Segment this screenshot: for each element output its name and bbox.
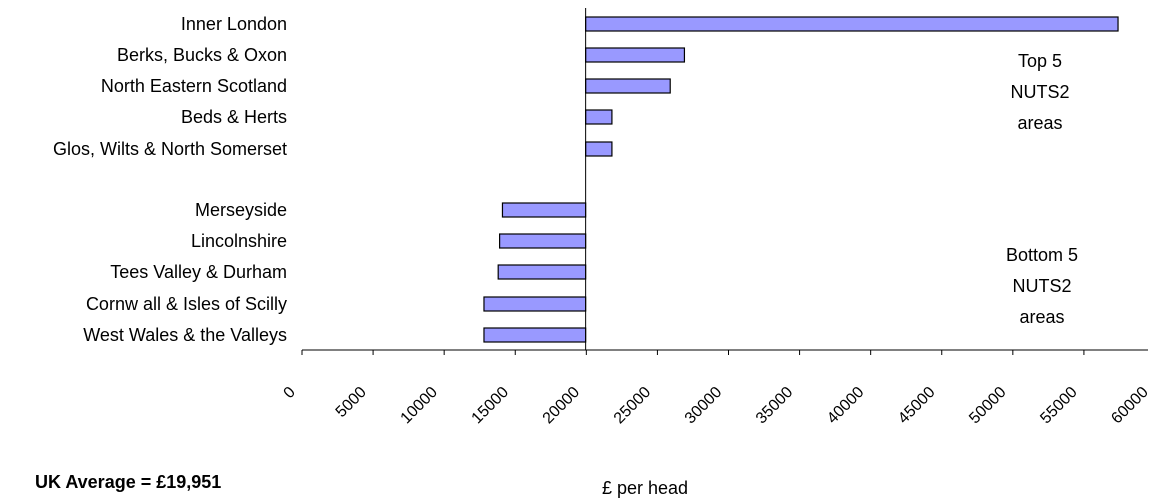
x-tick-label-3: 15000 [469,384,513,428]
bar-4 [585,141,613,157]
bar-7 [497,264,587,280]
category-label-4: Glos, Wilts & North Somerset [53,139,287,159]
category-label-5: Merseyside [195,200,287,220]
x-tick-label-9: 45000 [895,384,939,428]
bar-1 [585,47,686,63]
x-tick-label-11: 55000 [1037,384,1081,428]
x-tick-label-4: 20000 [540,384,584,428]
bars-group [483,16,1119,343]
bottom-group-line-1: Bottom 5 [1006,245,1078,265]
x-tick-label-1: 5000 [333,384,370,421]
top-group-line-2: NUTS2 [1010,82,1069,102]
top-group-line-3: areas [1017,113,1062,133]
bar-2 [585,78,671,94]
x-ticks: 0 5000 10000 15000 20000 25000 30000 35000 40000… [281,350,1150,427]
x-tick-label-10: 50000 [966,384,1010,428]
x-tick-label-7: 35000 [753,384,797,428]
category-label-2: North Eastern Scotland [101,76,287,96]
category-label-1: Berks, Bucks & Oxon [117,45,287,65]
bar-9 [483,327,587,343]
bottom-group-line-3: areas [1019,307,1064,327]
x-tick-label-8: 40000 [824,384,868,428]
bar-8 [483,296,587,312]
bar-3 [585,109,613,125]
bar-6 [499,233,587,249]
category-label-7: Tees Valley & Durham [110,262,287,282]
x-axis-title: £ per head [602,478,688,498]
x-tick-label-5: 25000 [611,384,655,428]
category-label-0: Inner London [181,14,287,34]
x-tick-label-2: 10000 [398,384,442,428]
bar-0 [585,16,1119,32]
uk-average-label: UK Average = £19,951 [35,472,221,492]
category-labels: Inner London Berks, Bucks & Oxon North Eas… [53,14,287,345]
bar-5 [501,202,587,218]
x-tick-label-6: 30000 [682,384,726,428]
category-label-3: Beds & Herts [181,107,287,127]
category-label-9: West Wales & the Valleys [83,325,287,345]
category-label-8: Cornw all & Isles of Scilly [86,294,287,314]
bottom-group-line-2: NUTS2 [1012,276,1071,296]
category-label-6: Lincolnshire [191,231,287,251]
top-group-line-1: Top 5 [1018,51,1062,71]
x-tick-label-12: 60000 [1108,384,1150,428]
x-tick-label-0: 0 [281,384,299,402]
